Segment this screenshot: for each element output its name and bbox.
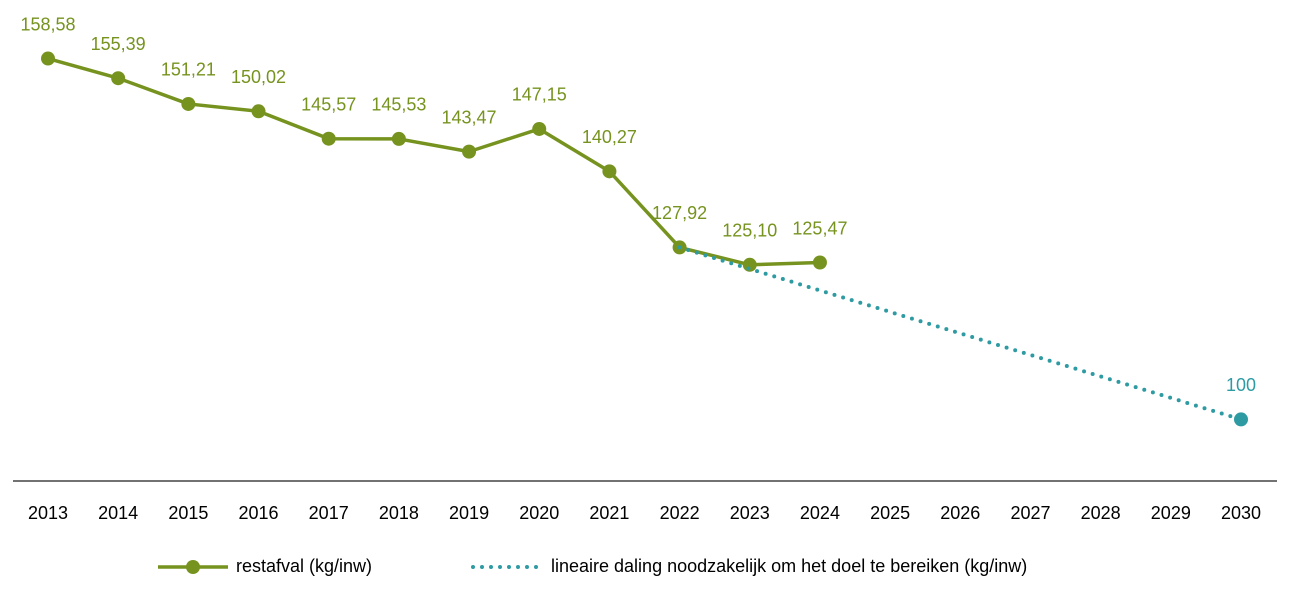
value-label: 125,10 [722,221,777,241]
point [812,255,827,270]
point [181,96,196,111]
value-label: 155,39 [91,34,146,54]
series-line [677,245,1243,422]
legend-marker [186,560,200,574]
point [462,144,477,159]
x-tick-label: 2028 [1081,503,1121,523]
x-tick-label: 2014 [98,503,138,523]
legend-label: restafval (kg/inw) [236,556,372,576]
point [111,71,126,86]
point [532,121,547,136]
series-line [47,56,820,267]
x-tick-label: 2015 [168,503,208,523]
x-tick-label: 2024 [800,503,840,523]
x-tick-label: 2022 [660,503,700,523]
value-label: 127,92 [652,203,707,223]
x-tick-label: 2026 [940,503,980,523]
point [41,51,55,66]
value-label: 125,47 [792,218,847,238]
x-tick-label: 2025 [870,503,910,523]
x-tick-label: 2020 [519,503,559,523]
value-label: 147,15 [512,85,567,105]
x-tick-label: 2017 [309,503,349,523]
legend-label: lineaire daling noodzakelijk om het doel… [551,556,1027,576]
value-label: 150,02 [231,67,286,87]
value-label: 158,58 [20,14,75,34]
x-tick-label: 2018 [379,503,419,523]
point [1234,412,1248,427]
x-tick-label: 2029 [1151,503,1191,523]
value-label: 145,53 [371,95,426,115]
x-tick-label: 2019 [449,503,489,523]
x-tick-label: 2013 [28,503,68,523]
value-label: 140,27 [582,127,637,147]
x-tick-label: 2021 [589,503,629,523]
point [391,131,406,146]
value-label: 145,57 [301,94,356,114]
value-label: 100 [1226,375,1256,395]
x-tick-label: 2027 [1010,503,1050,523]
x-tick-label: 2023 [730,503,770,523]
point [321,131,336,146]
point [251,104,266,119]
value-label: 151,21 [161,60,216,80]
value-label: 143,47 [442,107,497,127]
x-tick-label: 2030 [1221,503,1261,523]
point [742,257,757,272]
point [602,164,617,179]
x-tick-label: 2016 [239,503,279,523]
